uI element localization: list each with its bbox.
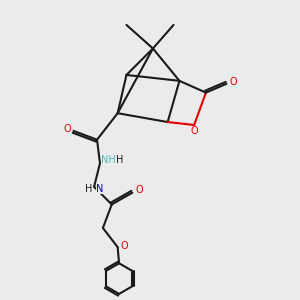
Text: O: O [190,127,198,136]
Text: H: H [85,184,92,194]
Text: O: O [120,241,128,250]
Text: N: N [96,184,103,194]
Text: O: O [229,77,237,87]
Text: NH: NH [101,155,116,165]
Text: H: H [116,155,124,165]
Text: O: O [63,124,71,134]
Text: O: O [135,185,142,195]
